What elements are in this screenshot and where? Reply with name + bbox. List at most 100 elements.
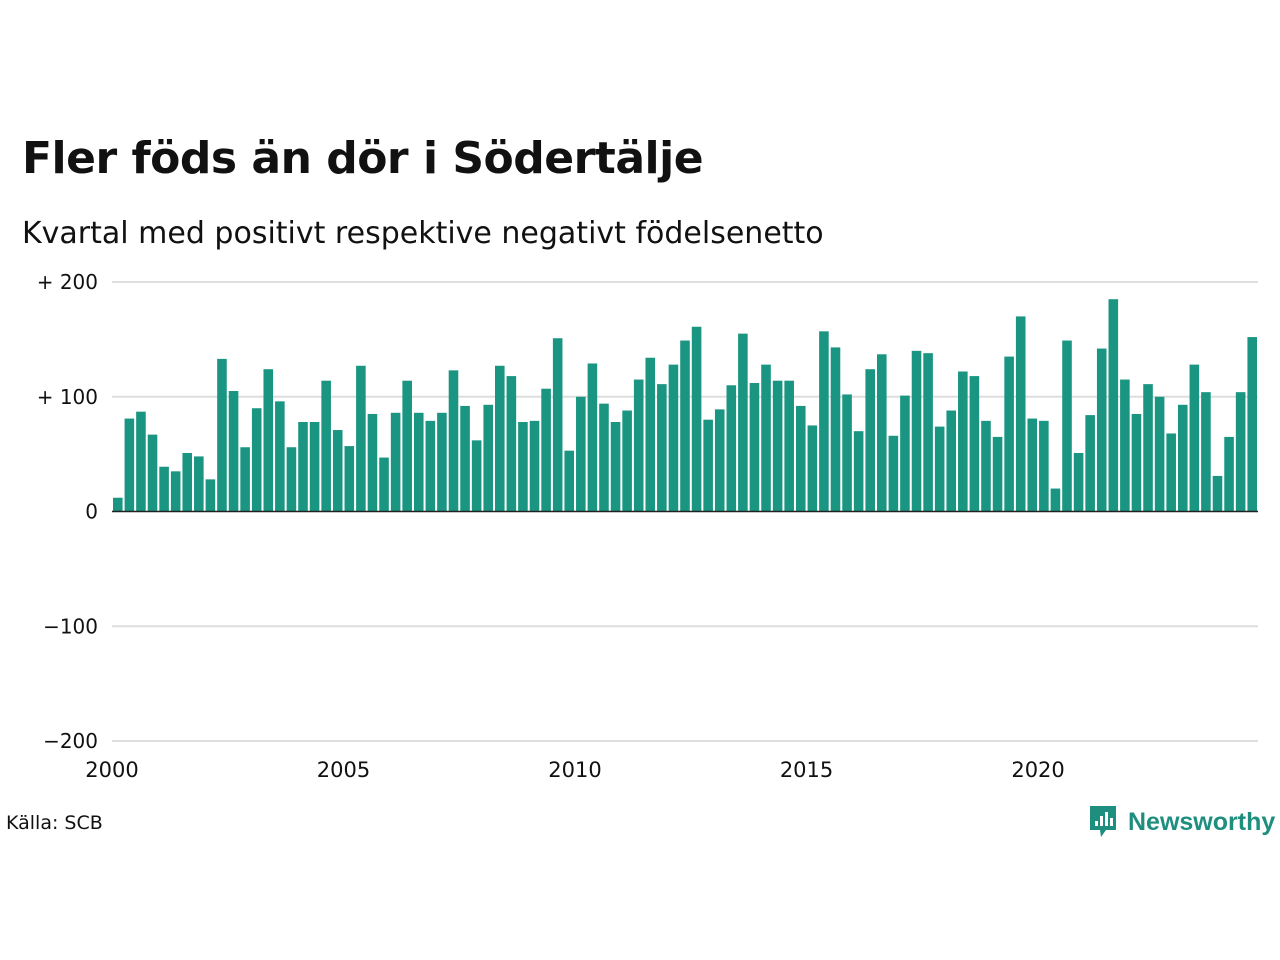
bar [194, 456, 204, 512]
bar [275, 401, 285, 512]
bar [483, 404, 493, 512]
bar [865, 369, 875, 512]
bar [321, 380, 331, 512]
bar [958, 371, 968, 512]
bar [877, 354, 887, 512]
bar-chart: + 200 + 100 0 −100 −200 2000 2005 2010 2015 2020 [37, 270, 1258, 782]
bar [992, 436, 1003, 512]
bar [1154, 396, 1165, 512]
bar [576, 396, 586, 512]
bar [830, 347, 841, 512]
bar [170, 471, 181, 512]
bar [1247, 337, 1257, 512]
bar [703, 419, 713, 512]
bar [182, 452, 193, 512]
bar [541, 388, 551, 512]
bar [842, 394, 852, 512]
bar [495, 365, 505, 512]
bar [738, 333, 748, 512]
bar [263, 369, 274, 512]
bar [645, 357, 656, 512]
bar [633, 379, 644, 512]
x-tick-label: 2005 [317, 758, 370, 782]
bar [402, 380, 412, 512]
bar [1201, 392, 1211, 512]
axes: + 200 + 100 0 −100 −200 2000 2005 2010 2015 2020 [37, 270, 1258, 782]
bar [367, 413, 378, 512]
bar [610, 422, 621, 512]
bar [680, 340, 690, 512]
newsworthy-logo: Newsworthy [1088, 804, 1275, 840]
y-tick-label: −100 [43, 614, 98, 638]
bar [413, 412, 424, 512]
bar [795, 405, 806, 512]
bar [714, 409, 725, 512]
bar [599, 403, 609, 512]
bar [1015, 316, 1026, 512]
bar [1224, 436, 1234, 512]
bar [1073, 452, 1084, 512]
bar [344, 446, 355, 512]
y-tick-label: + 200 [37, 270, 98, 294]
bar [147, 434, 158, 512]
bar [124, 418, 135, 512]
bar [1212, 475, 1223, 512]
bar [1120, 379, 1130, 512]
bar [691, 326, 702, 512]
bar [356, 365, 366, 512]
bar [853, 431, 864, 512]
y-tick-label: −200 [43, 729, 98, 753]
chart-title: Fler föds än dör i Södertälje [22, 133, 704, 184]
bar [564, 450, 575, 512]
bar [1143, 384, 1153, 512]
bars [113, 299, 1257, 512]
bar [772, 380, 783, 512]
bar [471, 440, 482, 512]
bar [981, 420, 991, 512]
bar [622, 410, 632, 512]
bar [1050, 488, 1061, 512]
bar [390, 412, 401, 512]
bar [113, 497, 123, 512]
bar [1062, 340, 1072, 512]
bar [1004, 356, 1014, 512]
bar [819, 331, 829, 512]
bar [159, 466, 169, 512]
bar [518, 422, 528, 512]
bar [888, 435, 899, 512]
bar [726, 385, 737, 512]
bar [448, 370, 459, 512]
x-tick-label: 2010 [548, 758, 601, 782]
y-tick-label: 0 [85, 500, 98, 524]
bar [946, 410, 957, 512]
bar [286, 447, 297, 512]
bar [1108, 299, 1119, 512]
y-tick-label: + 100 [37, 385, 98, 409]
bar [240, 447, 250, 512]
x-tick-label: 2000 [85, 758, 138, 782]
bar [911, 350, 922, 512]
bar [923, 353, 933, 512]
bar [934, 426, 945, 512]
bar [657, 384, 667, 512]
bar [332, 430, 343, 512]
x-tick-label: 2020 [1011, 758, 1064, 782]
bar [217, 358, 227, 512]
bar [205, 479, 216, 512]
bar [437, 412, 447, 512]
bar [1131, 413, 1142, 512]
bar [761, 364, 771, 512]
bar [1085, 415, 1095, 512]
bar [251, 408, 262, 512]
bar [1166, 433, 1176, 512]
source-note: Källa: SCB [6, 812, 103, 834]
bar [309, 422, 320, 512]
bar [1189, 364, 1200, 512]
bar [1235, 392, 1246, 512]
bar [587, 363, 598, 512]
bar [460, 405, 470, 512]
newsworthy-logo-icon [1090, 806, 1116, 837]
bar [1039, 420, 1049, 512]
bar [900, 395, 910, 512]
bar [784, 380, 794, 512]
